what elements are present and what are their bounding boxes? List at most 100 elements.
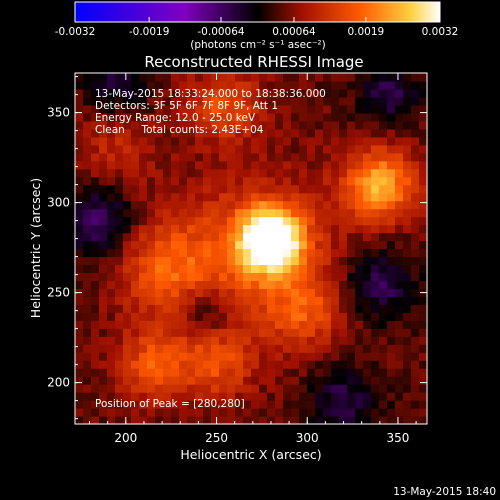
- heatmap-cell: [219, 360, 228, 369]
- heatmap-cell: [139, 368, 148, 377]
- heatmap-cell: [227, 208, 236, 218]
- heatmap-cell: [211, 400, 220, 409]
- heatmap-cell: [299, 192, 308, 202]
- heatmap-cell: [99, 264, 108, 274]
- heatmap-cell: [339, 312, 348, 321]
- heatmap-cell: [267, 120, 276, 130]
- heatmap-cell: [139, 392, 148, 401]
- heatmap-cell: [339, 416, 348, 425]
- heatmap-cell: [203, 408, 212, 417]
- heatmap-cell: [243, 384, 252, 393]
- heatmap-cell: [419, 280, 428, 289]
- heatmap-cell: [267, 328, 276, 337]
- heatmap-cell: [179, 168, 188, 178]
- heatmap-cell: [243, 288, 252, 297]
- heatmap-cell: [107, 200, 116, 210]
- heatmap-cell: [219, 152, 228, 162]
- heatmap-cell: [227, 128, 236, 138]
- heatmap-cell: [283, 232, 292, 242]
- heatmap-cell: [411, 248, 420, 258]
- heatmap-cell: [395, 272, 404, 282]
- heatmap-cell: [195, 73, 204, 82]
- heatmap-cell: [323, 200, 332, 210]
- heatmap-cell: [379, 384, 388, 393]
- heatmap-cell: [307, 248, 316, 258]
- heatmap-cell: [203, 192, 212, 202]
- heatmap-cell: [75, 224, 84, 234]
- heatmap-cell: [371, 408, 380, 417]
- heatmap-cell: [171, 264, 180, 274]
- heatmap-cell: [155, 256, 164, 266]
- heatmap-cell: [283, 216, 292, 226]
- heatmap-cell: [115, 256, 124, 266]
- heatmap-cell: [267, 248, 276, 258]
- heatmap-cell: [139, 176, 148, 186]
- heatmap-cell: [267, 352, 276, 361]
- heatmap-cell: [155, 352, 164, 361]
- heatmap-cell: [363, 336, 372, 345]
- heatmap-cell: [123, 96, 132, 106]
- heatmap-cell: [211, 184, 220, 194]
- heatmap-cell: [139, 144, 148, 154]
- heatmap-cell: [123, 112, 132, 122]
- heatmap-cell: [195, 224, 204, 234]
- heatmap-cell: [219, 104, 228, 114]
- heatmap-cell: [187, 360, 196, 369]
- heatmap-cell: [299, 200, 308, 210]
- heatmap-cell: [235, 320, 244, 329]
- heatmap-cell: [323, 416, 332, 425]
- heatmap-cell: [91, 168, 100, 178]
- heatmap-cell: [299, 304, 308, 313]
- heatmap-cell: [387, 73, 396, 82]
- heatmap-cell: [91, 144, 100, 154]
- heatmap-cell: [139, 136, 148, 146]
- heatmap-cell: [163, 264, 172, 274]
- heatmap-cell: [131, 208, 140, 218]
- heatmap-cell: [371, 152, 380, 162]
- heatmap-cell: [235, 328, 244, 337]
- heatmap-cell: [395, 336, 404, 345]
- heatmap-cell: [347, 88, 356, 98]
- heatmap-cell: [203, 168, 212, 178]
- heatmap-cell: [251, 200, 260, 210]
- heatmap-cell: [123, 232, 132, 242]
- heatmap-cell: [251, 224, 260, 234]
- heatmap-cell: [219, 392, 228, 401]
- heatmap-cell: [315, 296, 324, 305]
- heatmap-cell: [195, 288, 204, 297]
- heatmap-cell: [379, 168, 388, 178]
- heatmap-cell: [171, 152, 180, 162]
- heatmap-cell: [339, 224, 348, 234]
- heatmap-cell: [371, 296, 380, 305]
- heatmap-cell: [107, 216, 116, 226]
- heatmap-cell: [267, 392, 276, 401]
- heatmap-cell: [203, 336, 212, 345]
- heatmap-cell: [267, 296, 276, 305]
- heatmap-cell: [355, 168, 364, 178]
- heatmap-cell: [387, 272, 396, 282]
- heatmap-cell: [171, 232, 180, 242]
- heatmap-cell: [251, 80, 260, 90]
- heatmap-cell: [355, 336, 364, 345]
- heatmap-cell: [99, 80, 108, 90]
- heatmap-cell: [395, 328, 404, 337]
- heatmap-cell: [339, 296, 348, 305]
- heatmap-cell: [323, 408, 332, 417]
- heatmap-cell: [75, 256, 84, 266]
- heatmap-cell: [411, 152, 420, 162]
- heatmap-cell: [259, 232, 268, 242]
- heatmap-cell: [323, 240, 332, 250]
- heatmap-cell: [171, 312, 180, 321]
- heatmap-cell: [227, 400, 236, 409]
- heatmap-cell: [171, 272, 180, 282]
- heatmap-cell: [331, 73, 340, 82]
- heatmap-cell: [315, 280, 324, 289]
- heatmap-cell: [147, 312, 156, 321]
- heatmap-cell: [107, 112, 116, 122]
- heatmap-cell: [187, 216, 196, 226]
- heatmap-cell: [267, 112, 276, 122]
- footer-timestamp: 13-May-2015 18:40: [393, 486, 496, 498]
- heatmap-cell: [115, 96, 124, 106]
- heatmap-cell: [275, 400, 284, 409]
- heatmap-cell: [387, 184, 396, 194]
